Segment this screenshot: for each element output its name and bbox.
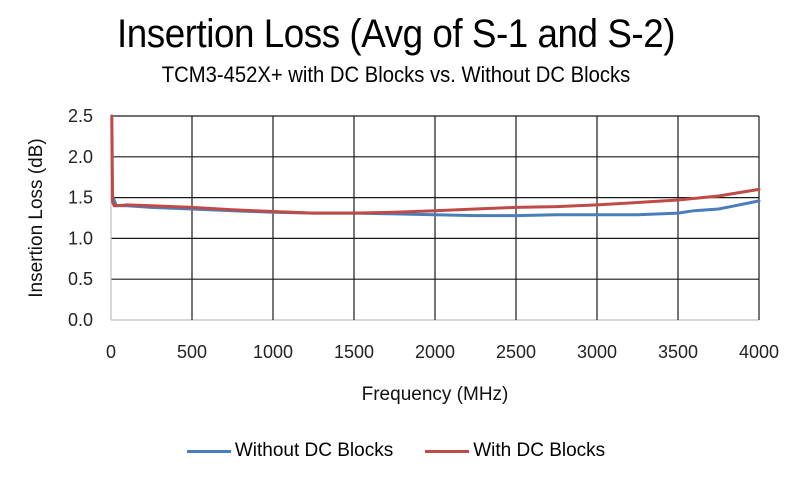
- y-tick-labels: 0.0 0.5 1.0 1.5 2.0 2.5: [68, 106, 93, 330]
- legend-item-with-dc-blocks: With DC Blocks: [425, 440, 605, 462]
- y-tick-label: 0.0: [68, 310, 93, 330]
- x-tick-label: 1000: [253, 342, 293, 362]
- legend-item-without-dc-blocks: Without DC Blocks: [186, 440, 394, 462]
- y-tick-label: 0.5: [68, 269, 93, 289]
- x-tick-label: 3500: [658, 342, 698, 362]
- legend-label-with: With DC Blocks: [473, 440, 606, 461]
- y-tick-label: 2.5: [68, 106, 93, 126]
- x-axis-label: Frequency (MHz): [362, 384, 509, 405]
- series-line-without-dc-blocks: [111, 194, 761, 218]
- chart-title: Insertion Loss (Avg of S-1 and S-2): [116, 12, 676, 56]
- legend-swatch-without: [186, 449, 231, 453]
- series-lines: [110, 114, 761, 218]
- y-tick-label: 2.0: [68, 147, 93, 167]
- x-tick-label: 4000: [739, 342, 779, 362]
- legend-label-without: Without DC Blocks: [234, 440, 394, 461]
- x-tick-label: 0: [106, 342, 116, 362]
- x-tick-label: 2500: [496, 342, 536, 362]
- y-tick-label: 1.0: [68, 228, 93, 248]
- chart-subtitle: TCM3-452X+ with DC Blocks vs. Without DC…: [161, 62, 631, 87]
- x-tick-label: 2000: [415, 342, 455, 362]
- x-tick-label: 500: [177, 342, 207, 362]
- x-tick-label: 1500: [334, 342, 374, 362]
- x-tick-labels: 0 500 1000 1500 2000 2500 3000 3500 4000: [106, 342, 779, 362]
- y-tick-label: 1.5: [68, 188, 93, 208]
- legend: Without DC Blocks With DC Blocks: [0, 440, 792, 462]
- x-tick-label: 3000: [577, 342, 617, 362]
- grid: [110, 115, 760, 321]
- y-axis-label: Insertion Loss (dB): [26, 138, 47, 297]
- legend-swatch-with: [425, 449, 470, 453]
- series-line-with-dc-blocks: [110, 114, 761, 215]
